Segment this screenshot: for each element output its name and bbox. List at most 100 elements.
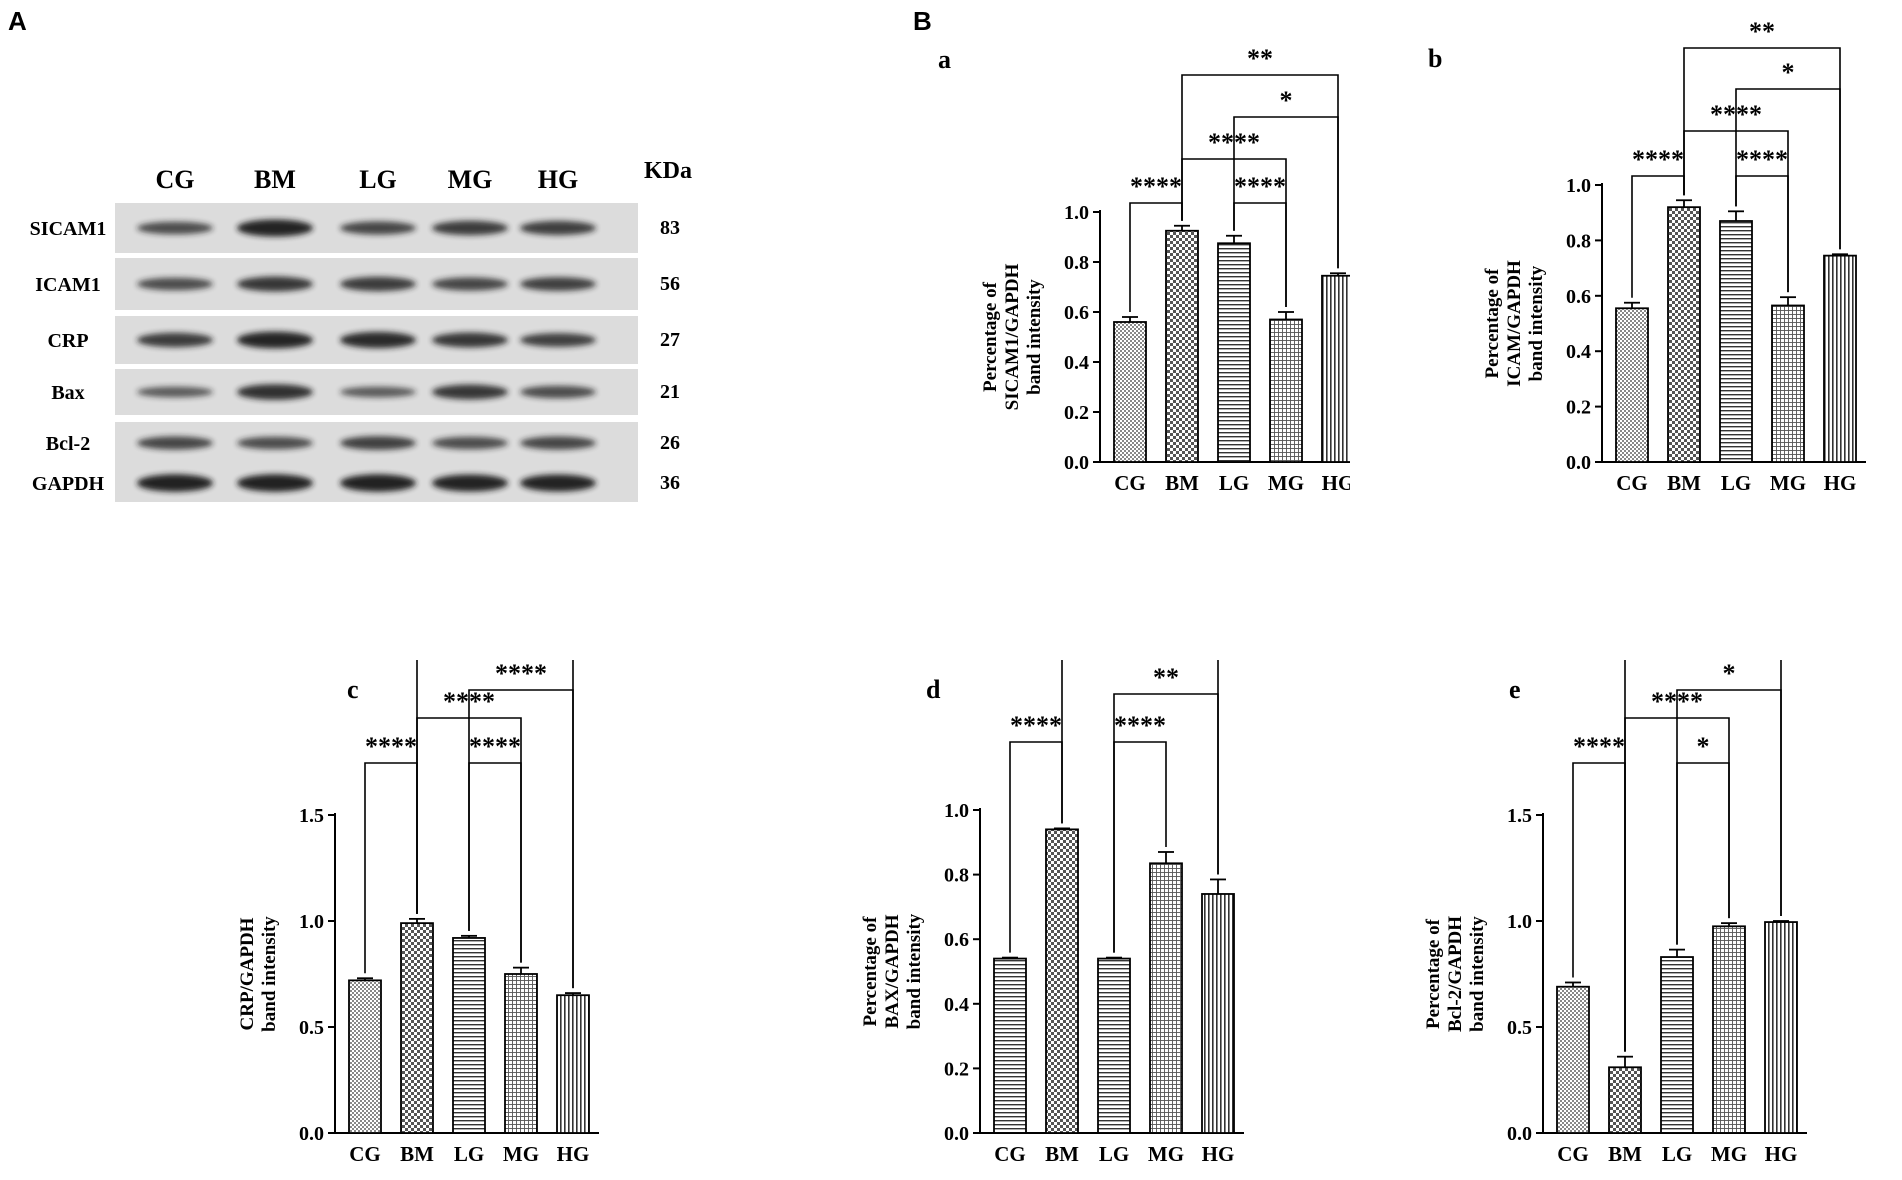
x-tick-label: CG [1114,471,1146,495]
bar [556,994,590,1134]
protein-band [520,333,596,347]
protein-band [237,219,313,237]
x-tick-label: BM [1667,471,1701,495]
y-tick-label: 0.5 [1507,1017,1532,1039]
significance-bracket [416,660,574,989]
y-axis-label-line: SICAM1/GAPDH [1002,263,1023,410]
protein-band [137,332,213,348]
protein-band [237,384,313,400]
y-tick-label: 0.2 [1064,402,1089,424]
significance-label: **** [1736,145,1788,174]
bar [400,922,434,1134]
bar [1667,206,1701,463]
kda-value: 83 [660,217,680,239]
y-axis-label-line: band intensity [259,916,280,1032]
y-tick-label: 1.0 [1064,202,1089,224]
significance-label: * [1782,58,1795,87]
bar [1097,957,1131,1134]
significance-label: **** [1114,711,1166,740]
protein-band [137,474,213,492]
x-tick-label: MG [1711,1142,1747,1166]
protein-band [340,331,416,349]
bar [1712,925,1746,1134]
protein-band [137,277,213,291]
y-tick-label: 0.6 [1064,302,1089,324]
x-tick-label: HG [557,1142,590,1166]
protein-band [137,386,213,398]
bar [1201,893,1235,1134]
x-tick-label: LG [454,1142,484,1166]
bar [1823,254,1857,463]
significance-bracket [1676,762,1730,945]
protein-label: ICAM1 [35,274,101,296]
x-tick-label: MG [503,1142,539,1166]
y-axis-label: Percentage of Bcl-2/GAPDH band intensity [1423,916,1488,1032]
bar [504,973,538,1134]
significance-bracket [468,762,522,963]
bar [1165,229,1199,463]
bar [452,937,486,1134]
x-tick-label: CG [1557,1142,1589,1166]
protein-label: Bcl-2 [46,433,90,455]
significance-label: ** [1153,663,1179,692]
x-tick-label: LG [1721,471,1751,495]
y-axis-label-line: BAX/GAPDH [882,914,903,1028]
y-tick-label: 0.0 [944,1123,969,1145]
significance-label: ** [1247,44,1273,73]
x-tick-label: CG [349,1142,381,1166]
y-axis-label-line: ICAM/GAPDH [1504,260,1525,387]
x-tick-label: HG [1765,1142,1798,1166]
significance-label: **** [1130,172,1182,201]
panel-letter: c [347,675,359,704]
y-tick-label: 0.4 [944,994,969,1016]
lane-label: HG [538,165,578,194]
x-tick-label: HG [1824,471,1857,495]
protein-band [340,474,416,492]
panel-letter: b [1428,44,1442,73]
x-tick-label: BM [1045,1142,1079,1166]
x-tick-label: CG [994,1142,1026,1166]
bar [1321,274,1350,463]
lane-label: CG [156,165,195,194]
protein-band [340,276,416,292]
chart-bax: d 0.0 0.2 0.4 0.6 0.8 1.0 Percentage of BAX/GAPD… [860,660,1244,1166]
y-axis-label-line: Bcl-2/GAPDH [1445,916,1466,1032]
y-tick-label: 1.0 [944,800,969,822]
y-tick-label: 0.0 [1566,452,1591,474]
y-axis-label: Percentage of ICAM/GAPDH band intensity [1482,260,1547,387]
protein-label: GAPDH [32,473,105,495]
x-tick-label: BM [1608,1142,1642,1166]
panel-label-B: B [913,6,932,36]
significance-label: **** [1234,172,1286,201]
x-tick-label: CG [1616,471,1648,495]
y-tick-label: 0.5 [299,1017,324,1039]
y-axis-label-line: Percentage of [1423,918,1444,1029]
bar [1764,921,1798,1134]
significance-label: **** [1010,711,1062,740]
x-tick-label: BM [400,1142,434,1166]
lane-label: LG [359,165,397,194]
chart-sicam1: a 0.0 0.2 0.4 0.6 0.8 1.0 Percentage of SICAM1/G… [938,44,1350,495]
protein-band [432,436,508,450]
protein-label: SICAM1 [30,218,107,240]
significance-label: **** [1573,732,1625,761]
y-tick-label: 1.0 [1507,911,1532,933]
x-tick-label: MG [1770,471,1806,495]
significance-label: **** [495,660,547,688]
y-tick-label: 0.0 [299,1123,324,1145]
significance-label: * [1697,732,1710,761]
y-tick-label: 0.2 [1566,397,1591,419]
protein-band [432,474,508,492]
bar [1615,307,1649,463]
lane-label: BM [254,165,296,194]
protein-band [237,436,313,450]
y-axis-label-line: Percentage of [860,916,881,1027]
western-blot-panel: CG BM LG MG HG KDa SICAM1 83 ICAM1 56 CRP 27 Bax 21 Bc… [0,0,860,620]
y-tick-label: 0.6 [944,929,969,951]
kda-value: 56 [660,273,680,295]
kda-value: 27 [660,329,680,351]
protein-band [340,221,416,235]
significance-bracket [1181,74,1339,269]
protein-band [137,436,213,450]
